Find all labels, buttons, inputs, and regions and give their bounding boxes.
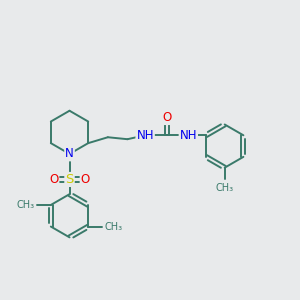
Text: O: O: [162, 111, 171, 124]
Text: NH: NH: [136, 129, 154, 142]
Text: CH₃: CH₃: [216, 183, 234, 194]
Text: NH: NH: [180, 129, 197, 142]
Text: N: N: [65, 147, 74, 161]
Text: S: S: [65, 173, 74, 186]
Text: O: O: [81, 173, 90, 186]
Text: CH₃: CH₃: [105, 222, 123, 232]
Text: CH₃: CH₃: [16, 200, 34, 210]
Text: O: O: [49, 173, 58, 186]
